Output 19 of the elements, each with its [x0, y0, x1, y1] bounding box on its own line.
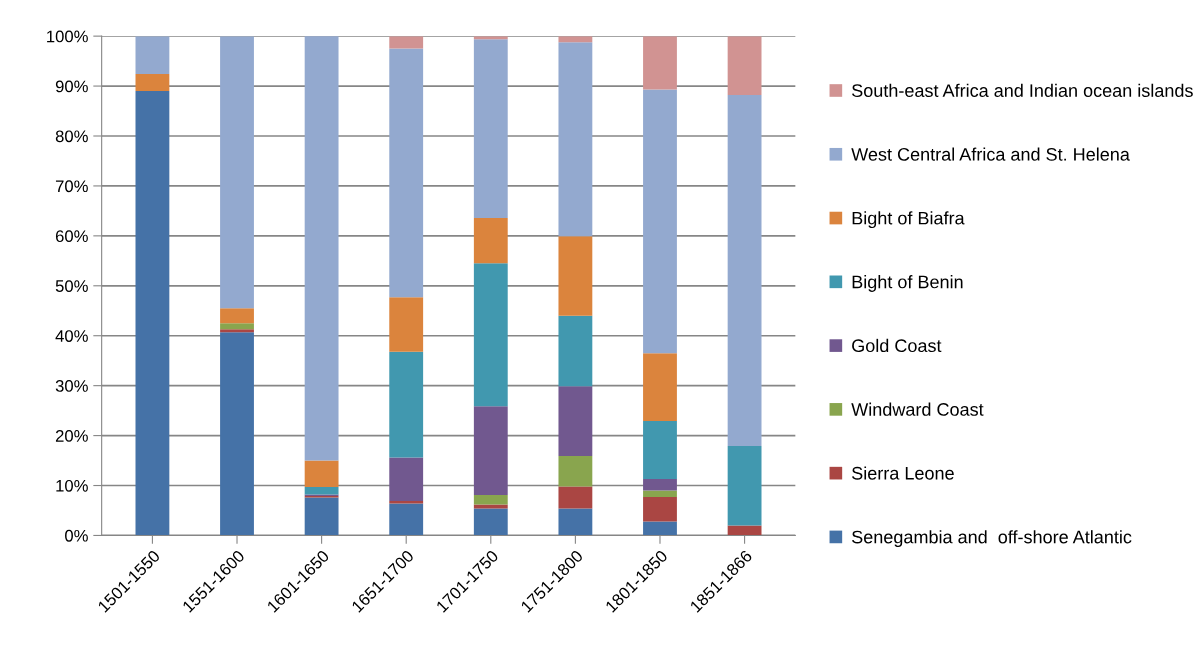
legend-label: Gold Coast [852, 338, 942, 353]
y-tick-label: 30% [55, 380, 88, 392]
y-tick-label: 10% [56, 479, 88, 492]
y-tick-label: 70% [55, 180, 88, 193]
y-tick-label: 50% [55, 280, 88, 292]
y-tick-label: 20% [55, 429, 88, 442]
y-tick-label: 40% [55, 330, 88, 342]
legend-label: Bight of Benin [852, 275, 963, 292]
y-tick-label: 60% [55, 230, 88, 243]
legend-label: Bight of Biafra [852, 211, 965, 229]
legend-label: South-east Africa and Indian ocean islands [852, 83, 1193, 97]
y-tick-label: 0% [65, 529, 88, 542]
y-tick-label: 90% [55, 80, 88, 93]
legend-label: West Central Africa and St. Helena [851, 147, 1130, 161]
legend-label: Senegambia and off-shore Atlantic [852, 530, 1132, 547]
legend-label: Sierra Leone [852, 466, 954, 480]
legend-label: Windward Coast [851, 402, 984, 416]
y-tick-label: 80% [55, 130, 88, 143]
y-tick-label: 100% [47, 30, 88, 43]
